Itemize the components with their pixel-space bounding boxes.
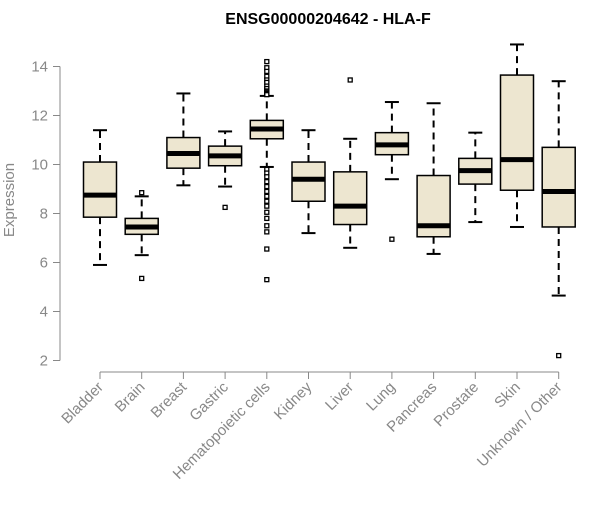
outlier-point bbox=[264, 223, 270, 229]
box-prostate bbox=[458, 131, 493, 224]
y-tick-label: 2 bbox=[40, 353, 48, 370]
outlier-point bbox=[264, 58, 270, 65]
outlier-point bbox=[139, 275, 145, 282]
y-tick-label: 10 bbox=[31, 157, 48, 174]
box-breast bbox=[166, 92, 201, 187]
outlier-point bbox=[264, 68, 270, 75]
outlier-point bbox=[264, 183, 270, 190]
box-iqr bbox=[541, 146, 576, 228]
x-tick-label: Prostate bbox=[431, 379, 483, 431]
box-gastric bbox=[207, 130, 243, 211]
outlier-point bbox=[264, 203, 270, 209]
outlier-point bbox=[389, 236, 395, 242]
x-tick-label: Liver bbox=[322, 379, 357, 414]
box-brain bbox=[124, 190, 159, 282]
outlier-point bbox=[139, 190, 145, 196]
box-liver bbox=[332, 77, 368, 249]
x-tick-label: Skin bbox=[491, 379, 524, 412]
box-unknown-other bbox=[541, 80, 576, 359]
outlier-point bbox=[264, 178, 270, 185]
box-iqr bbox=[82, 161, 118, 218]
outlier-point bbox=[264, 198, 270, 204]
outlier-point bbox=[222, 204, 228, 211]
box-lung bbox=[374, 101, 410, 242]
box-iqr bbox=[499, 74, 535, 191]
box-kidney bbox=[291, 129, 326, 235]
outlier-point bbox=[264, 215, 270, 222]
outlier-point bbox=[556, 352, 562, 359]
outlier-point bbox=[264, 209, 270, 215]
x-tick-label: Brain bbox=[112, 379, 149, 416]
outlier-point bbox=[347, 77, 353, 83]
y-tick-label: 6 bbox=[40, 255, 48, 272]
y-tick-label: 4 bbox=[40, 304, 48, 321]
outlier-point bbox=[264, 229, 270, 235]
outlier-point bbox=[264, 246, 270, 252]
box-skin bbox=[499, 43, 535, 228]
y-tick-label: 8 bbox=[40, 206, 48, 223]
outlier-point bbox=[264, 174, 270, 180]
x-tick-label: Bladder bbox=[58, 379, 107, 428]
boxes bbox=[82, 43, 576, 359]
box-hematopoietic-cells bbox=[249, 58, 285, 283]
outlier-point bbox=[264, 276, 270, 283]
x-tick-label: Lung bbox=[363, 379, 399, 415]
y-axis-label: Expression bbox=[1, 163, 18, 237]
chart-title: ENSG00000204642 - HLA-F bbox=[225, 11, 431, 28]
y-axis: 2 4 6 8 10 12 14 bbox=[31, 59, 61, 370]
box-bladder bbox=[82, 129, 118, 266]
y-tick-label: 14 bbox=[31, 59, 48, 76]
x-tick-label: Breast bbox=[148, 378, 191, 421]
y-tick-label: 12 bbox=[31, 108, 48, 125]
box-iqr bbox=[332, 171, 368, 226]
x-tick-label: Kidney bbox=[271, 378, 316, 423]
box-pancreas bbox=[416, 102, 451, 255]
outlier-point bbox=[264, 193, 270, 200]
outlier-point bbox=[264, 92, 270, 98]
outlier-point bbox=[264, 188, 270, 195]
